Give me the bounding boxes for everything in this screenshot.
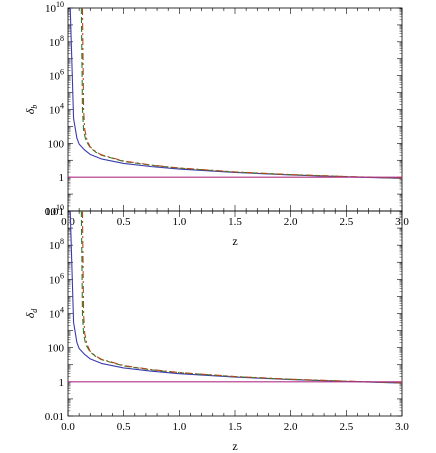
- plot-frame: [67, 7, 403, 212]
- x-tick-label: 2.5: [339, 421, 353, 433]
- y-tick-label: 0.01: [45, 206, 64, 218]
- series-line-1: [80, 211, 402, 384]
- y-tick-label: 0.01: [45, 411, 64, 423]
- x-tick-label: 0.5: [117, 421, 131, 433]
- x-axis-label: z: [232, 234, 237, 248]
- y-tick-label: 1: [59, 377, 65, 389]
- y-tick-label: 108: [49, 237, 64, 252]
- panel-top: 0.0 0.5 1.0 1.5 2.0 2.5 3.00.01110010410610810…: [23, 0, 409, 248]
- y-axis-label: δb: [23, 105, 39, 115]
- series-line-2: [81, 211, 402, 384]
- y-tick-label: 1010: [45, 203, 64, 218]
- x-tick-label: 1.5: [228, 216, 242, 228]
- series-line-0: [69, 8, 402, 179]
- x-tick-label: 2.5: [339, 216, 353, 228]
- y-tick-label: 1: [59, 172, 65, 184]
- y-tick-label: 104: [49, 102, 64, 117]
- y-tick-label: 106: [49, 68, 64, 83]
- y-tick-label: 108: [49, 34, 64, 49]
- x-tick-label: 1.0: [172, 216, 186, 228]
- panel-bottom: 0.0 0.5 1.0 1.5 2.0 2.5 3.0 0.01 1 100 104 106 108 10…: [23, 203, 409, 453]
- y-tick-label: 1010: [45, 0, 64, 15]
- y-tick-label: 106: [49, 271, 64, 286]
- y-tick-label: 100: [48, 138, 65, 150]
- series-line-1: [80, 8, 402, 179]
- x-tick-label: 1.0: [172, 421, 186, 433]
- series-group: [68, 211, 402, 384]
- x-tick-label: 1.5: [228, 421, 242, 433]
- x-tick-label: 3.0: [395, 421, 409, 433]
- series-line-2: [81, 8, 402, 179]
- x-tick-label: 0.5: [117, 216, 131, 228]
- y-axis-label: δd: [23, 308, 39, 319]
- y-tick-label: 100: [48, 343, 65, 355]
- series-group: [68, 8, 402, 179]
- x-tick-label: 2.0: [284, 421, 298, 433]
- x-axis-label: z: [232, 439, 237, 453]
- x-tick-label: 0.0: [61, 421, 75, 433]
- y-tick-label: 104: [49, 306, 64, 321]
- x-tick-label: 2.0: [284, 216, 298, 228]
